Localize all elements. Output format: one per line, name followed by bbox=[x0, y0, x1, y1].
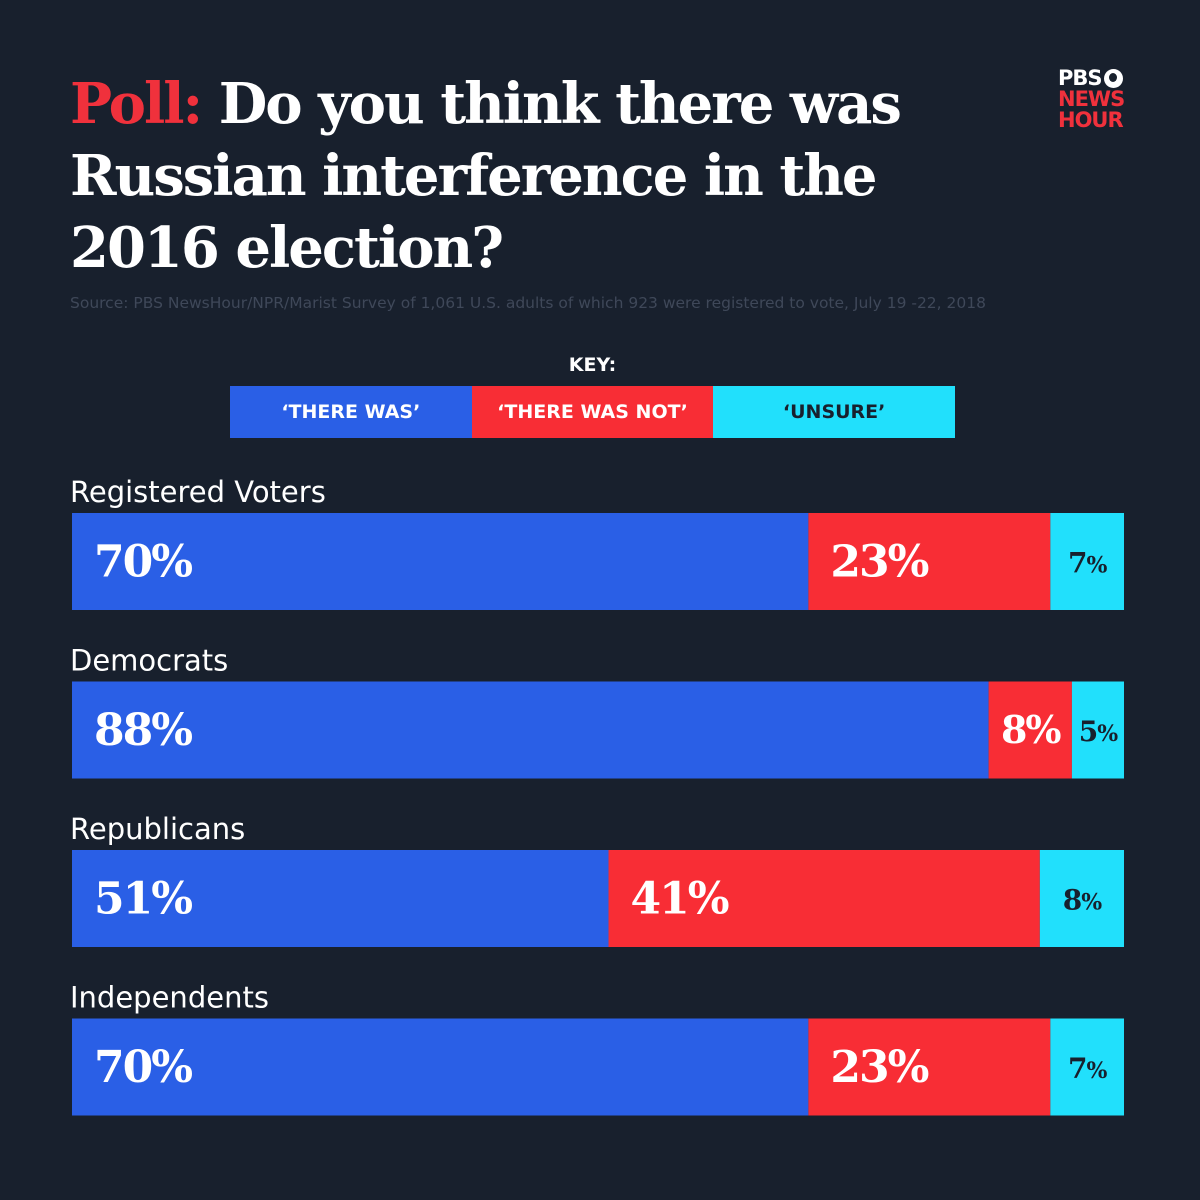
logo-line-2: NEWS bbox=[1058, 87, 1125, 111]
legend: ‘THERE WAS’ ‘THERE WAS NOT’ ‘UNSURE’ bbox=[230, 386, 955, 438]
bar-registered-voters-there-was bbox=[72, 513, 809, 610]
value-label-republicans-there-was: 51% bbox=[94, 874, 192, 925]
bar-republicans-unsure bbox=[1039, 850, 1124, 947]
category-label-registered-voters: Registered Voters bbox=[70, 475, 326, 509]
value-label-republicans-there-was-not: 41% bbox=[631, 874, 729, 925]
title-prefix: Poll: bbox=[70, 71, 203, 137]
bar-republicans-there-was bbox=[72, 850, 609, 947]
bar-republicans-there-was-not bbox=[608, 850, 1040, 947]
value-label-democrats-there-was: 88% bbox=[94, 705, 192, 756]
legend-item-there-was-not: ‘THERE WAS NOT’ bbox=[471, 386, 714, 438]
category-label-republicans: Republicans bbox=[70, 812, 245, 846]
bar-democrats-there-was bbox=[72, 681, 989, 779]
bar-independents-unsure bbox=[1050, 1018, 1124, 1116]
bar-independents-there-was bbox=[72, 1018, 809, 1116]
legend-item-there-was: ‘THERE WAS’ bbox=[230, 386, 472, 438]
legend-title: KEY: bbox=[568, 354, 617, 376]
value-label-democrats-there-was-not: 8% bbox=[1001, 707, 1061, 752]
bar-registered-voters-there-was-not bbox=[808, 513, 1051, 610]
bar-democrats-there-was-not bbox=[988, 681, 1072, 779]
value-label-independents-there-was-not: 23% bbox=[830, 1042, 928, 1093]
bar-registered-voters-unsure bbox=[1050, 513, 1124, 610]
pbs-head-icon bbox=[1103, 69, 1123, 88]
logo-line-1: PBS bbox=[1058, 66, 1103, 90]
category-label-independents: Independents bbox=[70, 981, 269, 1015]
chart-title: Poll: Do you think there was Russian int… bbox=[70, 68, 970, 284]
value-label-independents-there-was: 70% bbox=[94, 1042, 192, 1093]
source-note: Source: PBS NewsHour/NPR/Marist Survey o… bbox=[70, 294, 986, 312]
legend-item-unsure: ‘UNSURE’ bbox=[713, 386, 955, 438]
pbs-newshour-logo: PBS NEWS HOUR bbox=[1058, 68, 1148, 131]
value-label-registered-voters-there-was-not: 23% bbox=[830, 537, 928, 588]
value-label-independents-unsure: 7% bbox=[1068, 1052, 1107, 1085]
value-label-republicans-unsure: 8% bbox=[1063, 884, 1102, 917]
value-label-democrats-unsure: 5% bbox=[1079, 715, 1118, 748]
category-label-democrats: Democrats bbox=[70, 644, 228, 678]
value-label-registered-voters-unsure: 7% bbox=[1068, 547, 1107, 580]
title-text: Do you think there was Russian interfere… bbox=[70, 71, 902, 281]
bar-democrats-unsure bbox=[1071, 681, 1124, 779]
value-label-registered-voters-there-was: 70% bbox=[94, 537, 192, 588]
logo-line-3: HOUR bbox=[1058, 108, 1124, 132]
bar-independents-there-was-not bbox=[808, 1018, 1051, 1116]
